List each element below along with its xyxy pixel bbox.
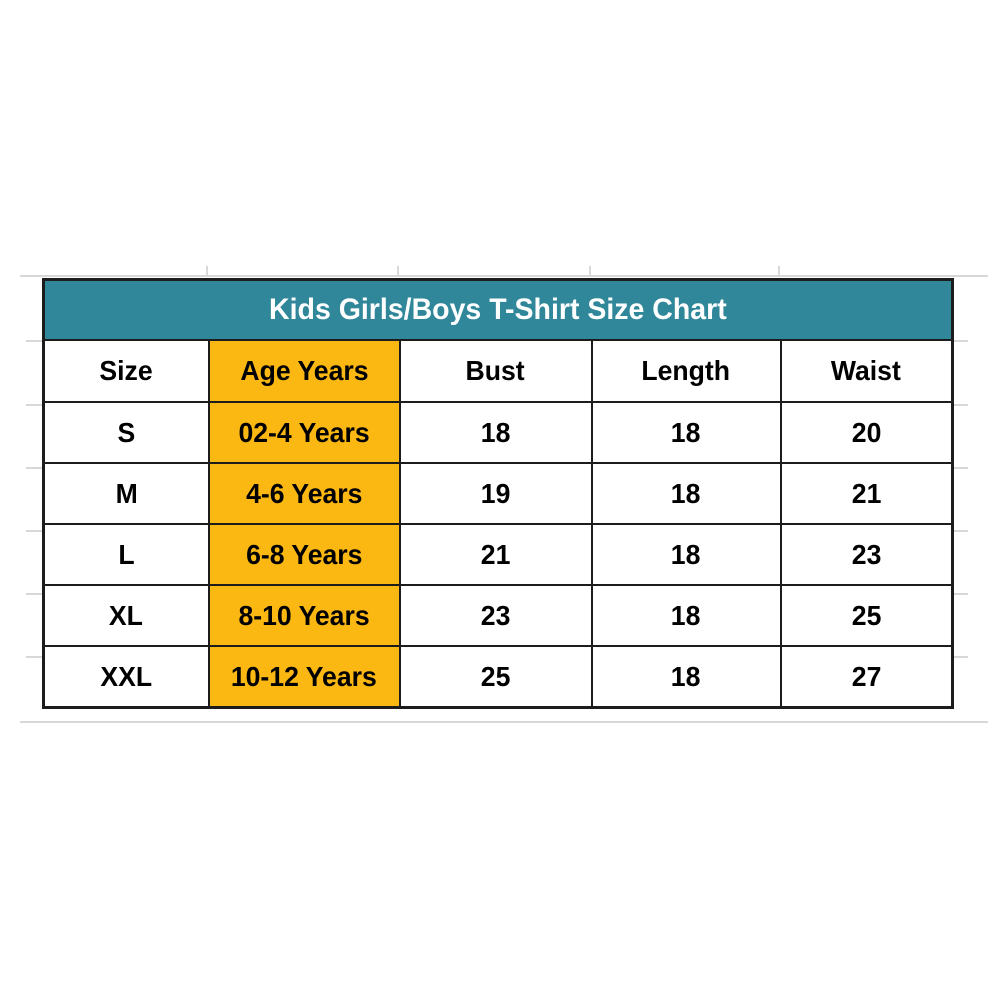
sheet-gridline-stub	[26, 467, 42, 469]
waist-cell: 25	[779, 584, 954, 647]
column-header-age-years: Age Years	[207, 339, 401, 403]
table-row-xl: XL 8-10 Years 23 18 25	[42, 584, 954, 647]
column-header-length: Length	[590, 339, 782, 403]
size-cell: XL	[42, 584, 210, 647]
sheet-gridline-tick	[589, 266, 591, 276]
sheet-gridline-tick	[397, 266, 399, 276]
bust-cell: 18	[398, 401, 593, 464]
length-cell: 18	[590, 584, 782, 647]
sheet-gridline-stub	[952, 530, 968, 532]
bust-cell: 23	[398, 584, 593, 647]
size-chart-table: Kids Girls/Boys T-Shirt Size Chart Size …	[42, 278, 955, 709]
length-cell: 18	[590, 645, 782, 709]
sheet-gridline-stub	[26, 404, 42, 406]
table-row-xxl: XXL 10-12 Years 25 18 27	[42, 645, 954, 709]
age-cell: 10-12 Years	[207, 645, 401, 709]
table-row-l: L 6-8 Years 21 18 23	[42, 523, 954, 586]
size-cell: L	[42, 523, 210, 586]
table-row-m: M 4-6 Years 19 18 21	[42, 462, 954, 525]
table-title: Kids Girls/Boys T-Shirt Size Chart	[42, 278, 954, 341]
title-row: Kids Girls/Boys T-Shirt Size Chart	[42, 278, 954, 341]
sheet-gridline-stub	[952, 656, 968, 658]
length-cell: 18	[590, 523, 782, 586]
size-cell: M	[42, 462, 210, 525]
size-cell: XXL	[42, 645, 210, 709]
table-title-text: Kids Girls/Boys T-Shirt Size Chart	[269, 293, 727, 326]
waist-cell: 20	[779, 401, 954, 464]
sheet-gridline-stub	[26, 530, 42, 532]
sheet-gridline-stub	[26, 593, 42, 595]
bust-cell: 21	[398, 523, 593, 586]
length-cell: 18	[590, 462, 782, 525]
size-cell: S	[42, 401, 210, 464]
age-cell: 6-8 Years	[207, 523, 401, 586]
sheet-gridline-tick	[206, 266, 208, 276]
sheet-gridline-stub	[26, 656, 42, 658]
bust-cell: 25	[398, 645, 593, 709]
length-cell: 18	[590, 401, 782, 464]
age-cell: 4-6 Years	[207, 462, 401, 525]
waist-cell: 21	[779, 462, 954, 525]
age-cell: 8-10 Years	[207, 584, 401, 647]
column-header-row: Size Age Years Bust Length Waist	[42, 339, 954, 403]
table-row-s: S 02-4 Years 18 18 20	[42, 401, 954, 464]
sheet-gridline-stub	[26, 340, 42, 342]
column-header-bust: Bust	[398, 339, 593, 403]
sheet-gridline-tick	[778, 266, 780, 276]
waist-cell: 27	[779, 645, 954, 709]
bust-cell: 19	[398, 462, 593, 525]
sheet-gridline-top	[20, 275, 988, 277]
sheet-gridline-stub	[952, 593, 968, 595]
waist-cell: 23	[779, 523, 954, 586]
sheet-gridline-bottom	[20, 721, 988, 723]
sheet-gridline-stub	[952, 340, 968, 342]
column-header-waist: Waist	[779, 339, 954, 403]
sheet-gridline-stub	[952, 404, 968, 406]
column-header-size: Size	[42, 339, 210, 403]
age-cell: 02-4 Years	[207, 401, 401, 464]
sheet-gridline-stub	[952, 467, 968, 469]
